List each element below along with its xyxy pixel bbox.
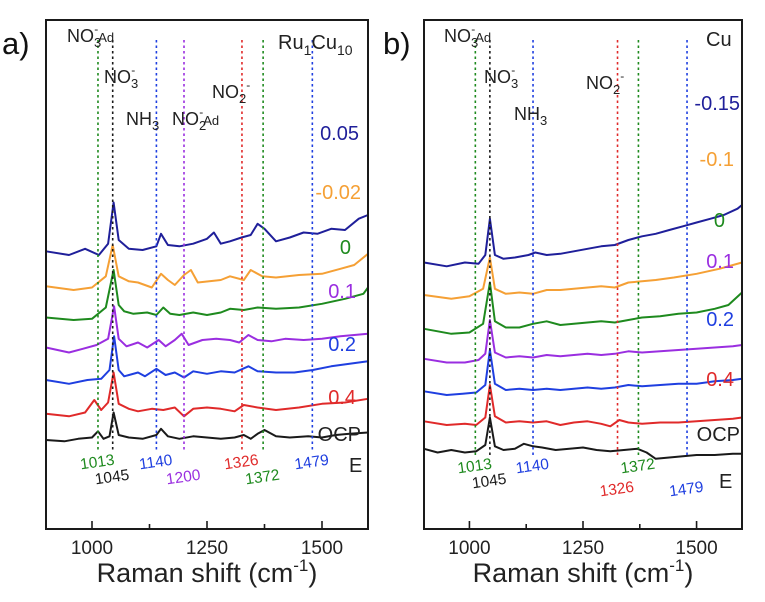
potential-label: 0.2 bbox=[328, 334, 356, 356]
potential-label: -0.02 bbox=[315, 182, 361, 204]
panel-b-sample-label: Cu bbox=[706, 29, 732, 51]
spectrum-0.2 bbox=[45, 335, 369, 385]
potential-label: 0.1 bbox=[706, 251, 734, 273]
potential-label: 0.2 bbox=[706, 309, 734, 331]
peak-position-label: 1372 bbox=[620, 456, 657, 478]
spectrum-0.4 bbox=[423, 384, 743, 428]
panel-a-bottom-label: E bbox=[349, 455, 362, 477]
panel-b-traces bbox=[423, 204, 743, 460]
panel-a-x-ticks bbox=[91, 521, 323, 529]
x-tick-label: 1500 bbox=[301, 538, 343, 559]
spectrum-0.1 bbox=[423, 319, 743, 364]
panel-a: a) 1000 1250 1500 NO3-Ad NO3- NH3 NO2-Ad N… bbox=[2, 19, 369, 588]
panel-a-sample-label: Ru1Cu10 bbox=[278, 32, 353, 58]
panel-b-guides bbox=[474, 40, 688, 456]
panel-a-guides bbox=[97, 40, 314, 450]
spectrum--0.02 bbox=[45, 244, 369, 291]
species-label-no2-b: NO2- bbox=[586, 69, 624, 97]
spectrum-0 bbox=[423, 281, 743, 335]
potential-label: OCP bbox=[697, 424, 740, 446]
spectrum--0.15 bbox=[423, 204, 743, 268]
panel-b-x-tick-labels: 1000 1250 1500 bbox=[448, 538, 717, 559]
species-label-no3-b: NO3- bbox=[484, 63, 518, 91]
panel-a-letter: a) bbox=[2, 26, 30, 61]
potential-label: 0.1 bbox=[328, 281, 356, 303]
potential-label: -0.15 bbox=[694, 93, 740, 115]
peak-position-label: 1326 bbox=[223, 452, 260, 474]
spectrum--0.1 bbox=[423, 256, 743, 300]
x-tick-label: 1000 bbox=[71, 538, 113, 559]
species-label-no3: NO3- bbox=[104, 63, 138, 91]
peak-position-label: 1326 bbox=[599, 479, 636, 501]
peak-position-label: 1479 bbox=[668, 479, 705, 501]
peak-position-label: 1045 bbox=[471, 471, 508, 493]
spectrum-0.2 bbox=[423, 349, 743, 396]
potential-label: 0 bbox=[340, 237, 351, 259]
peak-position-label: 1200 bbox=[165, 467, 202, 489]
panel-b-x-axis-title: Raman shift (cm-1) bbox=[473, 556, 694, 588]
panel-b-bottom-label: E bbox=[719, 471, 732, 493]
potential-label: 0.05 bbox=[320, 123, 359, 145]
spectrum-OCP bbox=[423, 416, 743, 460]
peak-position-label: 1372 bbox=[244, 467, 281, 489]
peak-position-label: 1140 bbox=[138, 452, 174, 474]
panel-a-x-axis-title: Raman shift (cm-1) bbox=[97, 556, 318, 588]
peak-position-label: 1013 bbox=[456, 456, 493, 478]
panel-a-potential-labels: 0.05 -0.02 0 0.1 0.2 0.4 OCP bbox=[315, 123, 361, 446]
species-label-nh3-b: NH3 bbox=[514, 104, 547, 128]
potential-label: OCP bbox=[318, 424, 361, 446]
peak-position-label: 1045 bbox=[94, 467, 131, 489]
panel-b: b) 1000 1250 1500 NO3-Ad NO3- NH3 NO2- Cu … bbox=[383, 19, 743, 588]
species-label-no3-ad: NO3-Ad bbox=[67, 22, 114, 50]
peak-position-label: 1140 bbox=[515, 456, 551, 478]
x-tick-label: 1250 bbox=[562, 538, 604, 559]
potential-label: 0.4 bbox=[706, 369, 734, 391]
potential-label: -0.1 bbox=[700, 149, 734, 171]
spectrum-OCP bbox=[45, 411, 369, 443]
panel-b-potential-labels: -0.15 -0.1 0 0.1 0.2 0.4 OCP bbox=[694, 93, 740, 446]
species-label-no3-ad-b: NO3-Ad bbox=[444, 22, 491, 50]
spectrum-0 bbox=[45, 269, 369, 321]
species-label-nh3: NH3 bbox=[126, 109, 159, 133]
spectrum-0.05 bbox=[45, 201, 369, 256]
potential-label: 0 bbox=[714, 210, 725, 232]
panel-a-x-tick-labels: 1000 1250 1500 bbox=[71, 538, 343, 559]
panel-a-traces bbox=[45, 201, 369, 443]
peak-position-label: 1013 bbox=[79, 452, 116, 474]
x-tick-label: 1000 bbox=[448, 538, 490, 559]
potential-label: 0.4 bbox=[328, 387, 356, 409]
spectrum-0.4 bbox=[45, 371, 369, 418]
x-tick-label: 1500 bbox=[675, 538, 717, 559]
species-label-no2: NO2- bbox=[212, 78, 250, 106]
species-label-no2-ad: NO2-Ad bbox=[172, 105, 219, 133]
spectrum-0.1 bbox=[45, 305, 369, 354]
panel-b-letter: b) bbox=[383, 26, 411, 61]
x-tick-label: 1250 bbox=[186, 538, 228, 559]
peak-position-label: 1479 bbox=[293, 452, 330, 474]
panel-b-x-ticks bbox=[468, 521, 698, 529]
